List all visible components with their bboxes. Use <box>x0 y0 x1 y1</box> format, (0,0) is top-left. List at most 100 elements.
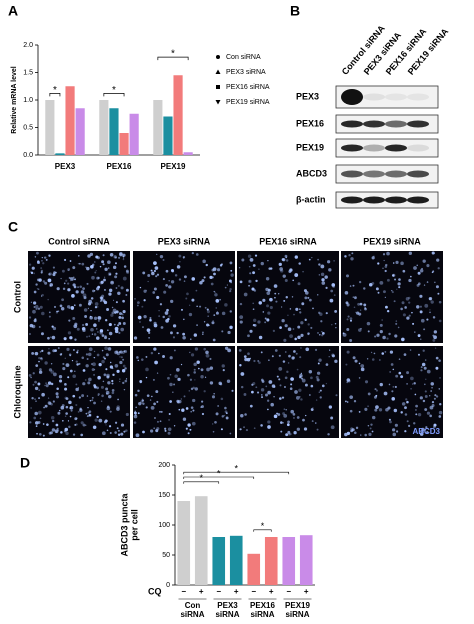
puncta <box>64 387 68 391</box>
puncta <box>344 432 348 437</box>
puncta <box>260 261 264 266</box>
blot-band <box>341 89 363 105</box>
puncta <box>303 289 307 293</box>
puncta <box>325 286 328 289</box>
puncta <box>384 351 387 353</box>
puncta <box>363 303 367 307</box>
puncta <box>183 275 187 279</box>
blot-row-label: ABCD3 <box>296 168 327 178</box>
puncta <box>240 372 245 376</box>
bar <box>299 535 313 585</box>
puncta <box>358 362 361 365</box>
puncta <box>351 428 355 432</box>
puncta <box>168 285 172 289</box>
puncta <box>419 396 423 400</box>
puncta <box>289 308 292 310</box>
sig-bracket <box>157 56 189 61</box>
puncta <box>42 262 45 265</box>
puncta <box>294 273 299 277</box>
puncta <box>69 280 72 282</box>
puncta <box>318 263 321 266</box>
puncta <box>391 390 394 393</box>
puncta <box>100 385 104 389</box>
puncta <box>284 376 288 380</box>
row-label: CQ <box>148 586 162 596</box>
puncta <box>381 319 383 321</box>
puncta <box>277 413 281 416</box>
puncta <box>285 409 287 411</box>
puncta <box>392 428 396 432</box>
puncta <box>42 423 45 425</box>
puncta <box>271 355 274 358</box>
image-row-label: Control <box>12 281 22 313</box>
puncta <box>90 264 94 269</box>
puncta <box>389 350 394 354</box>
puncta <box>302 418 305 422</box>
sig-star: * <box>234 464 238 474</box>
legend-marker <box>216 55 220 59</box>
puncta <box>347 379 351 383</box>
puncta <box>142 430 145 434</box>
puncta <box>147 273 151 277</box>
puncta <box>318 358 322 362</box>
puncta <box>170 268 174 272</box>
puncta <box>300 347 302 349</box>
puncta <box>349 395 354 399</box>
puncta <box>204 376 207 378</box>
puncta <box>331 324 333 326</box>
puncta <box>349 409 353 413</box>
puncta <box>345 363 348 366</box>
puncta <box>217 268 221 272</box>
puncta <box>439 377 441 379</box>
puncta <box>108 288 113 293</box>
blot-band <box>341 144 363 152</box>
puncta <box>335 394 338 397</box>
puncta <box>280 269 284 273</box>
puncta <box>398 278 401 281</box>
puncta <box>383 259 385 262</box>
puncta <box>421 427 425 432</box>
puncta <box>231 389 234 392</box>
group-label: siRNA <box>285 610 309 619</box>
puncta <box>38 389 40 391</box>
puncta <box>76 349 79 352</box>
puncta <box>352 296 354 298</box>
puncta <box>28 373 32 377</box>
puncta <box>146 328 151 333</box>
puncta <box>217 405 220 407</box>
blot-band <box>363 196 385 204</box>
puncta <box>57 411 61 415</box>
puncta <box>260 351 263 354</box>
puncta <box>346 318 349 321</box>
puncta <box>133 421 137 424</box>
puncta <box>70 409 73 412</box>
puncta <box>301 378 306 383</box>
puncta <box>243 292 248 297</box>
puncta <box>75 423 78 426</box>
puncta <box>395 260 399 264</box>
puncta <box>169 382 173 387</box>
puncta <box>334 310 338 313</box>
puncta <box>371 256 375 260</box>
puncta <box>105 387 109 391</box>
puncta <box>388 332 391 336</box>
puncta <box>226 284 228 286</box>
puncta <box>222 369 225 372</box>
bar <box>282 537 296 585</box>
puncta <box>196 360 200 364</box>
puncta <box>178 254 182 258</box>
puncta <box>48 311 51 314</box>
blot-row-label: PEX3 <box>296 91 319 101</box>
puncta <box>321 278 325 282</box>
puncta <box>114 275 118 279</box>
puncta <box>419 269 424 273</box>
puncta <box>133 411 137 415</box>
puncta <box>137 359 140 362</box>
puncta <box>33 290 37 294</box>
puncta <box>292 328 295 330</box>
puncta <box>151 395 153 398</box>
puncta <box>388 383 391 386</box>
bar <box>99 100 109 155</box>
puncta <box>101 334 105 337</box>
puncta <box>149 399 152 401</box>
